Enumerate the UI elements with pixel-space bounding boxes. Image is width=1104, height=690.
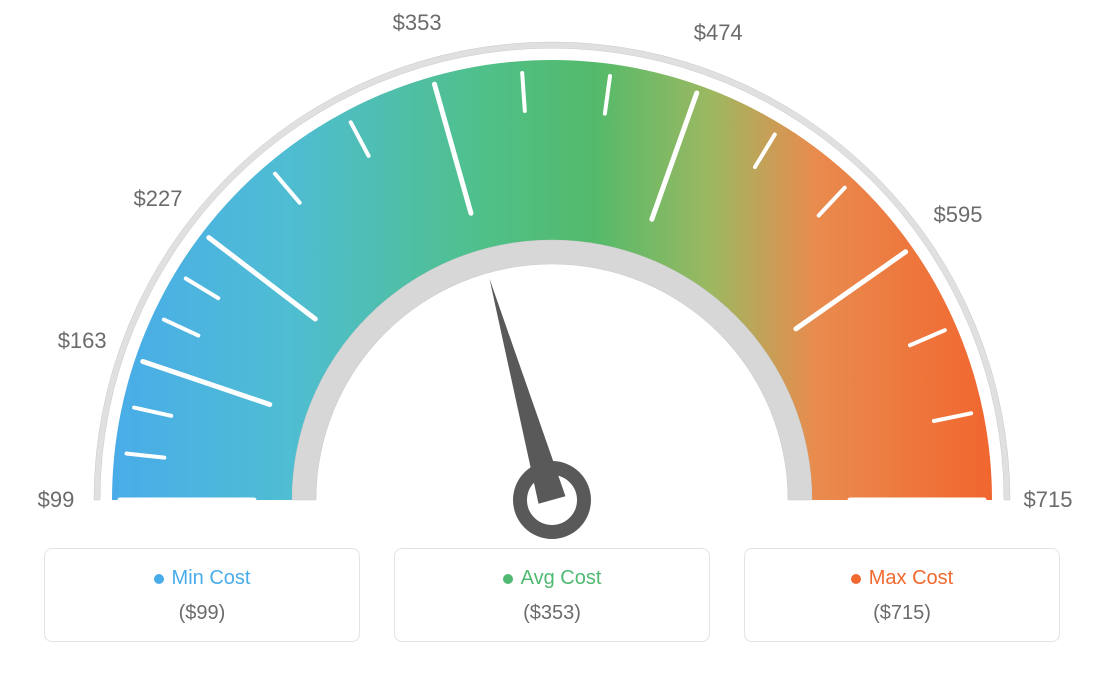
legend-card: Avg Cost ($353) (394, 548, 710, 642)
legend-title-text: Max Cost (869, 567, 953, 590)
gauge-tick-label: $99 (38, 487, 75, 513)
legend-value: ($353) (405, 602, 699, 625)
legend-title: Min Cost (154, 567, 251, 590)
gauge-container: $99 $163 $227 $353 $474 $595 $715 (0, 0, 1104, 540)
legend-card: Max Cost ($715) (744, 548, 1060, 642)
gauge-svg (0, 0, 1104, 540)
gauge-tick-label: $595 (933, 202, 982, 228)
gauge-tick-label: $715 (1024, 487, 1073, 513)
legend-value: ($99) (55, 602, 349, 625)
legend-title-text: Avg Cost (521, 567, 602, 590)
legend-card: Min Cost ($99) (44, 548, 360, 642)
gauge-tick-label: $474 (694, 20, 743, 46)
gauge-arc (112, 60, 992, 500)
gauge-tick-label: $353 (393, 10, 442, 36)
gauge-tick-label: $227 (133, 186, 182, 212)
legend-value: ($715) (755, 602, 1049, 625)
legend-row: Min Cost ($99) Avg Cost ($353) Max Cost ($715… (0, 548, 1104, 642)
legend-dot-icon (851, 574, 861, 584)
legend-title: Max Cost (851, 567, 953, 590)
legend-title-text: Min Cost (172, 567, 251, 590)
legend-dot-icon (154, 574, 164, 584)
legend-title: Avg Cost (503, 567, 602, 590)
gauge-tick-minor (522, 73, 525, 111)
legend-dot-icon (503, 574, 513, 584)
gauge-tick-label: $163 (58, 328, 107, 354)
